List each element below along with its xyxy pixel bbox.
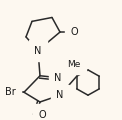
Text: O: O: [70, 27, 78, 37]
Text: N: N: [54, 73, 62, 83]
Text: Br: Br: [5, 87, 15, 97]
Text: N: N: [56, 90, 64, 100]
Text: N: N: [34, 45, 42, 56]
Text: Me: Me: [67, 60, 81, 69]
Text: O: O: [38, 110, 46, 120]
